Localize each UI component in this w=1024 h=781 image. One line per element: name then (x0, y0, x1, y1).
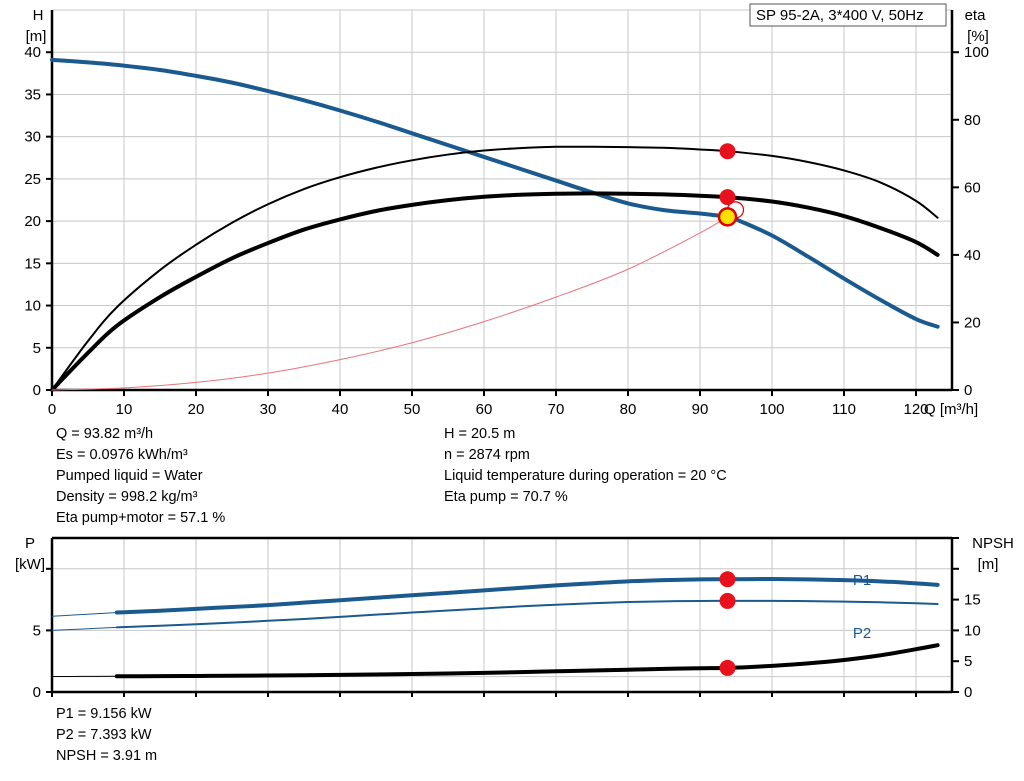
y-axis-title-npsh: NPSH (972, 535, 1014, 552)
x-tick-label: 60 (476, 401, 493, 418)
duty-points (717, 143, 745, 227)
duty-point-p1[interactable] (719, 571, 736, 588)
y-tick-label-left: 40 (24, 44, 41, 61)
curve-p1-extrapolated (51, 612, 118, 617)
y-tick-label-right: 20 (964, 314, 981, 331)
x-tick-label: 70 (548, 401, 565, 418)
x-tick-label: 30 (260, 401, 277, 418)
x-tick-label: 50 (404, 401, 421, 418)
y-tick-label-right: 60 (964, 179, 981, 196)
grid-lines (52, 9, 952, 390)
y-axis-title-eta: eta (965, 7, 987, 24)
grid-lines (52, 538, 952, 692)
duty-point-eta-pump[interactable] (719, 143, 736, 160)
power-info-left: P1 = 9.156 kW P2 = 7.393 kW NPSH = 3.91 … (56, 706, 158, 764)
chart-title-box: SP 95-2A, 3*400 V, 50Hz (749, 3, 947, 27)
y-tick-label-left: 20 (24, 213, 41, 230)
x-tick-label: 10 (116, 401, 133, 418)
x-tick-label: 20 (188, 401, 205, 418)
x-tick-label: 40 (332, 401, 349, 418)
y-tick-label-left: 15 (24, 255, 41, 272)
curve-label-p1: P1 (853, 572, 871, 589)
duty-point-p2[interactable] (719, 592, 736, 609)
y-tick-label-right: 15 (964, 592, 981, 609)
duty-info-left: Q = 93.82 m³/h Es = 0.0976 kWh/m³ Pumped… (56, 426, 226, 526)
y-tick-label-left: 25 (24, 171, 41, 188)
x-tick-label: 110 (832, 401, 856, 418)
x-tick-label: 80 (620, 401, 637, 418)
axis-ticks: 0 5 0 5 10 15 (33, 537, 981, 701)
curve-h-curve (50, 57, 940, 329)
y-axis-unit-p: [kW] (15, 556, 45, 573)
curve-label-p2: P2 (853, 625, 871, 642)
y-axis-unit-h: [m] (26, 28, 47, 45)
duty-info-right: H = 20.5 m n = 2874 rpm Liquid temperatu… (444, 426, 727, 505)
y-tick-label-right: 5 (964, 653, 972, 670)
title-box-rect (749, 3, 947, 27)
y-tick-label-left: 10 (24, 298, 41, 315)
x-axis-title-q: Q [m³/h] (924, 401, 978, 418)
y-axis-title-p: P (25, 535, 35, 552)
duty-point-eta-pump-motor[interactable] (719, 189, 736, 206)
curve-p2 (115, 599, 939, 629)
x-tick-label: 0 (48, 401, 56, 418)
x-tick-label: 100 (759, 401, 784, 418)
x-tick-label: 120 (903, 401, 928, 418)
power-npsh-chart: 0 5 0 5 10 15 P [kW] NPSH [m] P1 P2 (15, 535, 1014, 701)
duty-point-npsh[interactable] (719, 659, 736, 676)
curve-eta-pump-motor (50, 191, 940, 392)
duty-points (719, 571, 736, 676)
curve-npsh (114, 643, 940, 679)
curve-p2-extrapolated (51, 626, 118, 631)
y-tick-label-right: 0 (964, 684, 972, 701)
y-axis-unit-npsh: [m] (978, 556, 999, 573)
y-axis-title-h: H (33, 7, 44, 24)
y-tick-label-right: 0 (964, 382, 972, 399)
y-tick-label-left: 35 (24, 86, 41, 103)
y-tick-label-left: 0 (33, 382, 41, 399)
curve-h-curve-extrapolated- (51, 58, 118, 66)
y-tick-label-right: 10 (964, 622, 981, 639)
y-tick-label-right: 40 (964, 247, 981, 264)
axis-ticks: 0 5 10 15 20 25 30 35 40 0 20 40 60 80 100 0 10 20 30 40 50 6… (24, 44, 989, 418)
curves (50, 57, 940, 392)
curve-p1 (114, 577, 940, 615)
y-tick-label-left: 30 (24, 129, 41, 146)
curve-eta-pump (51, 145, 939, 391)
y-tick-label-right: 80 (964, 112, 981, 129)
y-tick-label-left: 5 (33, 622, 41, 639)
head-efficiency-chart: 0 5 10 15 20 25 30 35 40 0 20 40 60 80 100 0 10 20 30 40 50 6… (24, 3, 989, 418)
duty-point-head[interactable] (717, 207, 738, 227)
y-tick-label-left: 5 (33, 340, 41, 357)
curve-system-curve (51, 216, 728, 391)
curves (51, 577, 940, 679)
y-axis-unit-eta: [%] (967, 28, 989, 45)
y-tick-label-left: 0 (33, 684, 41, 701)
y-tick-label-right: 100 (964, 44, 989, 61)
x-tick-label: 90 (692, 401, 709, 418)
chart-title-text: SP 95-2A, 3*400 V, 50Hz (756, 7, 924, 24)
